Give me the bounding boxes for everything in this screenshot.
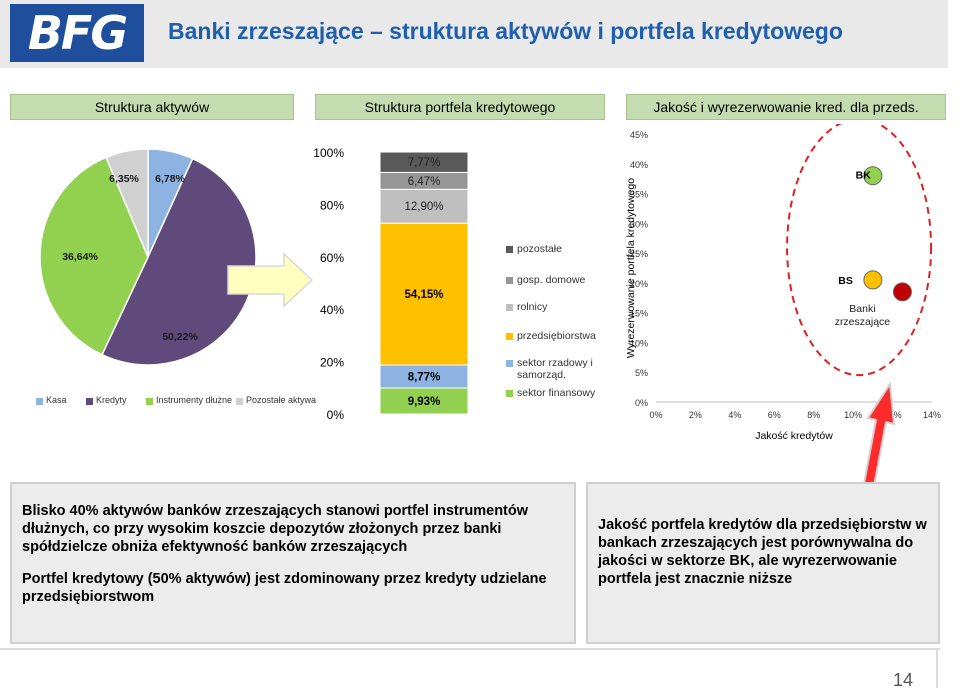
scatter-point-0 xyxy=(863,166,883,186)
scatter-y-tick: 40% xyxy=(630,160,648,170)
loan-portfolio-bar-chart: 0% 20% 40% 60% 80% 100% 9,93% 8,77% 54,15% 12,90%… xyxy=(313,146,596,422)
scatter-point-1 xyxy=(863,270,883,290)
connector-arrow-icon xyxy=(227,252,314,308)
scatter-y-tick: 0% xyxy=(635,398,648,408)
section-header-loan-portfolio: Struktura portfela kredytowego xyxy=(315,94,605,120)
pie-legend-swatch xyxy=(146,398,153,405)
scatter-y-tick: 45% xyxy=(630,130,648,140)
scatter-y-tick: 15% xyxy=(630,309,648,319)
scatter-x-tick: 2% xyxy=(689,410,702,420)
pie-value-label: 36,64% xyxy=(62,251,98,263)
bar-y-tick: 60% xyxy=(320,251,344,265)
bar-legend-swatch xyxy=(506,333,513,340)
bar-y-tick: 20% xyxy=(320,356,344,370)
bar-legend-swatch xyxy=(506,246,513,253)
pie-legend-label: Instrumenty dłużne xyxy=(156,395,233,405)
pie-legend-label: Kredyty xyxy=(96,395,127,405)
bar-legend-label: sektor finansowy xyxy=(517,387,596,399)
header-bar xyxy=(0,0,948,68)
scatter-y-label: Wyrezerwowanie portfela kredytowego xyxy=(625,178,637,358)
note-left-1: Blisko 40% aktywów banków zrzeszających … xyxy=(22,503,529,555)
footer-line xyxy=(0,648,940,650)
assets-pie-chart: 6,78% 50,22% 36,64% 6,35% xyxy=(39,148,257,366)
quality-scatter-chart: 0% 5% 10% 15% 20% 25% 30% 35% 40% 45% 0% 2% 4% 6% 8% 10… xyxy=(625,124,941,442)
scatter-y-tick: 10% xyxy=(630,338,648,348)
pie-slice-1 xyxy=(100,157,257,366)
scatter-x-tick: 8% xyxy=(807,410,820,420)
bar-segment-5 xyxy=(379,151,469,173)
bar-value-label: 12,90% xyxy=(404,201,443,213)
bar-value-label: 6,47% xyxy=(408,176,441,188)
scatter-x-tick: 10% xyxy=(844,410,862,420)
scatter-y-tick: 5% xyxy=(635,368,648,378)
scatter-y-tick: 30% xyxy=(630,219,648,229)
pie-value-label: 6,78% xyxy=(155,173,185,185)
bar-value-label: 8,77% xyxy=(408,371,441,383)
pie-legend-swatch xyxy=(236,398,243,405)
pie-legend-swatch xyxy=(86,398,93,405)
pie-slice-3 xyxy=(105,148,149,258)
section-header-quality: Jakość i wyrezerwowanie kred. dla przeds… xyxy=(626,94,946,120)
scatter-point-2 xyxy=(892,282,912,302)
bar-legend-swatch xyxy=(506,390,513,397)
bar-legend-swatch xyxy=(506,360,513,367)
pie-legend-swatch xyxy=(36,398,43,405)
note-right-1: Jakość portfela kredytów dla przedsiębio… xyxy=(598,517,927,587)
bar-y-tick: 80% xyxy=(320,198,344,212)
pie-value-label: 50,22% xyxy=(162,331,198,343)
scatter-x-tick: 6% xyxy=(768,410,781,420)
bar-legend-label: przedsiębiorstwa xyxy=(517,330,596,342)
note-quality: Jakość portfela kredytów dla przedsiębio… xyxy=(586,482,940,644)
highlight-arrow-icon xyxy=(862,381,896,488)
bar-y-tick: 40% xyxy=(320,303,344,317)
bar-value-label: 9,93% xyxy=(408,396,441,408)
bar-segment-2 xyxy=(379,222,469,366)
bar-y-tick: 0% xyxy=(327,408,345,422)
pie-legend-label: Kasa xyxy=(46,395,67,405)
bar-legend-swatch xyxy=(506,277,513,284)
bar-legend-label: samorząd. xyxy=(517,369,566,381)
scatter-x-tick: 0% xyxy=(649,410,662,420)
bar-y-tick: 100% xyxy=(313,146,344,160)
scatter-y-tick: 35% xyxy=(630,190,648,200)
scatter-y-tick: 25% xyxy=(630,249,648,259)
scatter-point-label: BS xyxy=(838,275,853,287)
bar-value-label: 54,15% xyxy=(404,289,443,301)
bar-legend-swatch xyxy=(506,304,513,311)
page-title: Banki zrzeszające – struktura aktywów i … xyxy=(168,18,843,44)
scatter-point-label: BK xyxy=(856,170,872,182)
note-left-2: Portfel kredytowy (50% aktywów) jest zdo… xyxy=(22,571,547,605)
pie-legend-label: Pozostałe aktywa xyxy=(246,395,317,405)
scatter-point-label: Banki xyxy=(849,303,875,315)
scatter-x-label: Jakość kredytów xyxy=(755,430,833,442)
scatter-x-tick: 14% xyxy=(923,410,941,420)
pie-legend: Kasa Kredyty Instrumenty dłużne Pozostałe a… xyxy=(26,395,316,409)
section-header-assets: Struktura aktywów xyxy=(10,94,294,120)
scatter-point-label: zrzeszające xyxy=(835,316,891,328)
scatter-y-tick: 20% xyxy=(630,279,648,289)
pie-slice-2 xyxy=(39,156,149,356)
scatter-x-tick: 4% xyxy=(728,410,741,420)
bar-legend-label: gosp. domowe xyxy=(517,274,585,286)
bfg-logo: BFG xyxy=(10,4,144,62)
page-number: 14 xyxy=(893,670,914,690)
bar-legend-label: pozostałe xyxy=(517,243,562,255)
bar-value-label: 7,77% xyxy=(408,157,441,169)
highlight-oval xyxy=(786,124,933,377)
bar-legend-label: rolnicy xyxy=(517,301,548,313)
footer-line-vertical xyxy=(936,648,938,688)
note-assets: Blisko 40% aktywów banków zrzeszających … xyxy=(10,482,576,644)
pie-value-label: 6,35% xyxy=(109,173,139,185)
bar-legend-label: sektor rzadowy i xyxy=(517,357,593,369)
